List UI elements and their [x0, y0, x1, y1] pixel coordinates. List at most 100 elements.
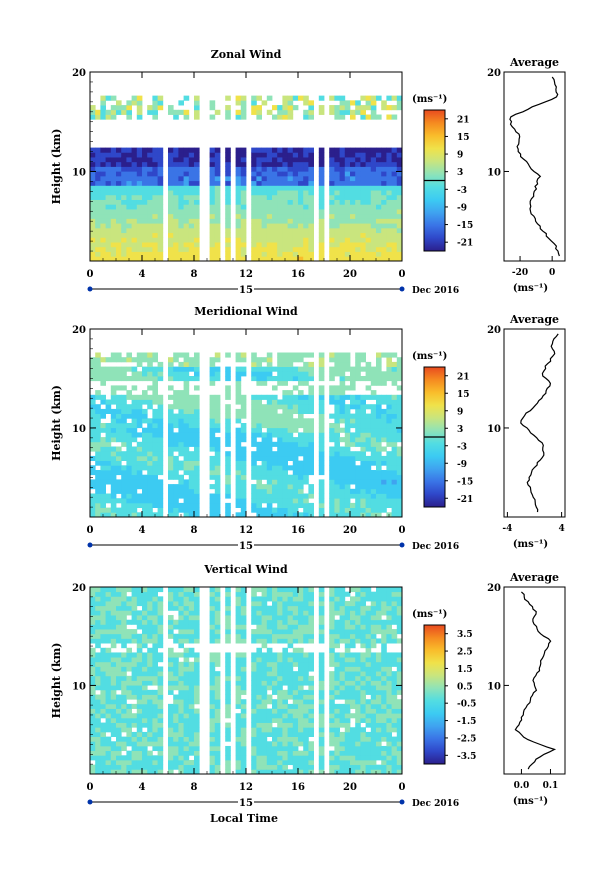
heatmap-cell: [251, 680, 257, 686]
heatmap-cell: [329, 413, 335, 419]
heatmap-cell: [381, 596, 387, 602]
heatmap-cell: [334, 731, 340, 737]
heatmap-cell: [303, 166, 309, 172]
heatmap-cell: [318, 446, 325, 452]
heatmap-cell: [147, 437, 153, 443]
heatmap-cell: [147, 680, 153, 686]
heatmap-cell: [188, 708, 195, 714]
heatmap-cell: [396, 152, 403, 158]
heatmap-cell: [396, 209, 403, 215]
heatmap-cell: [178, 474, 184, 480]
heatmap-cell: [157, 376, 164, 382]
heatmap-cell: [194, 493, 200, 499]
heatmap-cell: [188, 652, 195, 658]
heatmap-cell: [225, 474, 231, 480]
meridional-y-label: Height (km): [50, 385, 63, 461]
heatmap-cell: [225, 95, 231, 101]
heatmap-cell: [136, 432, 143, 438]
heatmap-cell: [168, 759, 174, 766]
heatmap-cell: [386, 357, 392, 363]
heatmap-cell: [365, 713, 372, 719]
heatmap-cell: [90, 157, 96, 163]
heatmap-cell: [318, 717, 325, 723]
heatmap-cell: [350, 190, 356, 196]
heatmap-cell: [188, 624, 195, 630]
heatmap-cell: [396, 493, 403, 499]
heatmap-cell: [370, 643, 377, 649]
heatmap-cell: [303, 610, 309, 616]
heatmap-cell: [277, 713, 283, 719]
heatmap-cell: [251, 413, 257, 419]
heatmap-cell: [303, 657, 309, 663]
heatmap-cell: [240, 731, 247, 737]
heatmap-cell: [168, 161, 174, 167]
heatmap-cell: [126, 759, 132, 766]
heatmap-cell: [266, 441, 273, 447]
heatmap-cell: [287, 610, 294, 616]
heatmap-cell: [116, 619, 122, 625]
heatmap-cell: [355, 404, 361, 410]
heatmap-cell: [282, 376, 288, 382]
heatmap-cell: [168, 488, 174, 494]
heatmap-cell: [360, 114, 366, 120]
heatmap-cell: [391, 413, 398, 419]
heatmap-cell: [100, 596, 106, 602]
heatmap-cell: [282, 484, 288, 490]
heatmap-cell: [95, 708, 101, 714]
heatmap-cell: [329, 251, 335, 257]
heatmap-cell: [136, 175, 143, 182]
heatmap-cell: [251, 717, 257, 723]
heatmap-cell: [183, 352, 190, 358]
heatmap-cell: [381, 352, 387, 358]
heatmap-cell: [360, 633, 366, 639]
heatmap-cell: [240, 455, 247, 461]
heatmap-cell: [95, 502, 101, 508]
heatmap-cell: [188, 394, 195, 400]
heatmap-cell: [292, 488, 299, 494]
heatmap-cell: [168, 619, 174, 625]
heatmap-cell: [188, 190, 195, 196]
heatmap-cell: [152, 194, 158, 200]
heatmap-cell: [100, 376, 106, 382]
heatmap-cell: [95, 175, 101, 182]
heatmap-cell: [272, 736, 278, 742]
heatmap-cell: [100, 114, 106, 120]
heatmap-cell: [157, 227, 164, 234]
heatmap-cell: [235, 399, 242, 405]
heatmap-cell: [334, 371, 340, 377]
heatmap-cell: [131, 418, 138, 424]
heatmap-cell: [173, 661, 179, 667]
heatmap-cell: [339, 376, 346, 382]
heatmap-cell: [329, 708, 335, 714]
colorbar-tick-label: -9: [457, 460, 467, 470]
heatmap-cell: [282, 610, 288, 616]
heatmap-cell: [282, 394, 288, 400]
heatmap-cell: [116, 227, 122, 234]
heatmap-cell: [308, 596, 314, 602]
heatmap-cell: [355, 666, 361, 672]
heatmap-cell: [396, 408, 403, 414]
heatmap-cell: [334, 223, 340, 229]
heatmap-cell: [272, 759, 278, 766]
heatmap-cell: [376, 666, 382, 672]
heatmap-cell: [105, 371, 112, 377]
heatmap-cell: [214, 413, 221, 419]
heatmap-cell: [105, 591, 112, 597]
heatmap-cell: [173, 488, 179, 494]
heatmap-cell: [298, 615, 304, 621]
heatmap-cell: [365, 596, 372, 602]
heatmap-cell: [339, 451, 346, 457]
heatmap-cell: [157, 418, 164, 424]
heatmap-cell: [334, 498, 340, 504]
heatmap-cell: [183, 223, 190, 229]
heatmap-cell: [183, 488, 190, 494]
heatmap-cell: [194, 685, 200, 691]
heatmap-cell: [277, 357, 283, 363]
heatmap-cell: [303, 175, 309, 182]
heatmap-cell: [194, 237, 200, 243]
heatmap-cell: [298, 465, 304, 471]
heatmap-cell: [381, 694, 387, 700]
heatmap-cell: [386, 105, 392, 111]
heatmap-cell: [173, 171, 179, 177]
heatmap-cell: [225, 157, 231, 163]
